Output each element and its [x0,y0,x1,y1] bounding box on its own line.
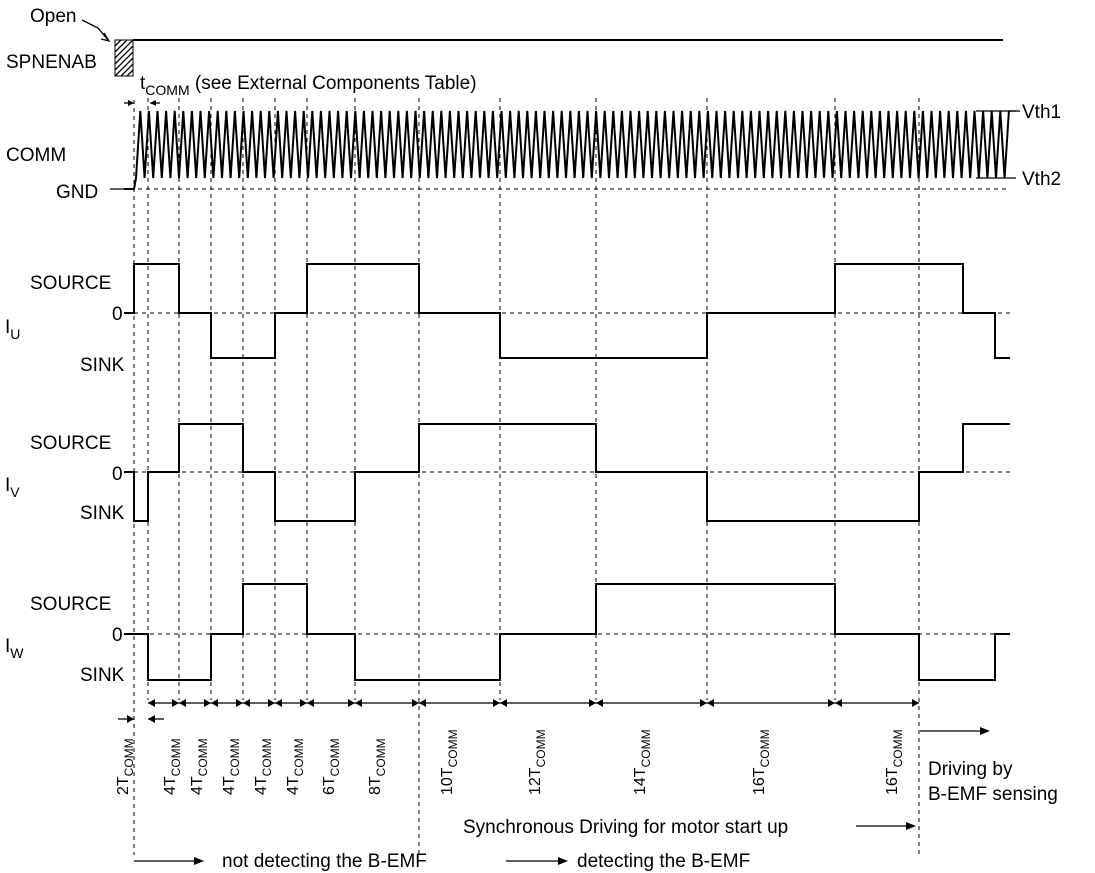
bottom-notes: Driving by B-EMF sensing Synchronous Dri… [134,727,1058,872]
iu-sink-label: SINK [80,355,125,376]
comm-triangle-wave [124,110,1010,190]
open-label: Open [30,6,76,27]
duration-arrowhead [596,699,603,707]
duration-label: 2TCOMM [115,738,136,795]
duration-arrowhead [707,699,714,707]
duration-label: 4TCOMM [162,738,183,795]
iw-sink-label: SINK [80,665,125,686]
duration-arrowhead [300,699,307,707]
comm-label: COMM [6,145,66,166]
iw-label: IW [5,636,24,661]
iu-label: IU [5,317,20,342]
duration-label: 4TCOMM [285,738,306,795]
iw-source-label: SOURCE [30,594,111,615]
duration-arrowhead [211,699,218,707]
duration-arrowhead [412,699,419,707]
open-pointer-arrowhead [100,32,111,43]
gnd-label: GND [56,182,98,203]
tcomm-label: tCOMM (see External Components Table) [140,73,477,98]
phase-u: SOURCE 0 SINK IU [5,263,1010,376]
open-pointer [81,19,109,41]
duration-arrowhead [700,699,707,707]
spnenab-hatch [114,39,134,77]
vth2-label: Vth2 [1022,169,1061,190]
vth1-label: Vth1 [1022,102,1061,123]
duration-arrowhead [275,699,282,707]
iu-source-label: SOURCE [30,273,111,294]
duration-arrowhead [348,699,355,707]
duration-arrowhead [148,699,155,707]
iv-source-label: SOURCE [30,433,111,454]
duration-arrowhead [204,699,211,707]
duration-arrowhead [243,699,250,707]
duration-arrowhead [500,699,507,707]
tcomm-annotation: tCOMM (see External Components Table) [124,73,477,106]
duration-label: 8TCOMM [367,738,388,795]
duration-labels: 2TCOMM 4TCOMM 4TCOMM 4TCOMM 4TCOMM 4TCOMM 6TCO… [115,729,905,795]
duration-arrowhead [419,699,426,707]
duration-arrows [118,699,919,723]
duration-label: 16TCOMM [751,729,772,795]
iw-zero-label: 0 [112,625,123,646]
duration-arrowhead [236,699,243,707]
driving-note-line1: Driving by [928,759,1013,780]
iu-zero-label: 0 [112,304,123,325]
spnenab-label: SPNENAB [6,52,97,73]
duration-arrowhead [172,699,179,707]
duration-label: 10TCOMM [439,729,460,795]
duration-label: 4TCOMM [221,738,242,795]
duration-arrowhead [355,699,362,707]
duration-arrowhead [828,699,835,707]
duration-label: 4TCOMM [189,738,210,795]
driving-note-line2: B-EMF sensing [928,784,1058,805]
duration-label: 16TCOMM [884,729,905,795]
detecting-note: detecting the B-EMF [577,851,750,872]
phase-v: SOURCE 0 SINK IV [5,423,1010,524]
time-markers [133,98,920,855]
duration-arrowhead [179,699,186,707]
duration-arrowhead [148,715,155,723]
duration-label: 12TCOMM [527,729,548,795]
not-detecting-note: not detecting the B-EMF [222,851,427,872]
comm-signal: COMM GND Vth1 Vth2 [6,102,1061,203]
duration-label: 6TCOMM [321,738,342,795]
sync-driving-note: Synchronous Driving for motor start up [463,817,788,838]
iv-waveform [124,423,1010,522]
iu-waveform [124,263,1010,359]
duration-arrowhead [127,715,134,723]
duration-label: 14TCOMM [632,729,653,795]
duration-arrowhead [912,699,919,707]
duration-arrowhead [268,699,275,707]
phase-w: SOURCE 0 SINK IW [5,583,1010,686]
spnenab-signal: Open SPNENAB [6,6,1003,77]
iv-label: IV [5,475,20,500]
duration-arrowhead [589,699,596,707]
duration-arrowhead [835,699,842,707]
iv-zero-label: 0 [112,464,123,485]
iw-waveform [124,583,1010,681]
duration-arrowhead [307,699,314,707]
iv-sink-label: SINK [80,503,125,524]
duration-arrowhead [493,699,500,707]
duration-label: 4TCOMM [253,738,274,795]
